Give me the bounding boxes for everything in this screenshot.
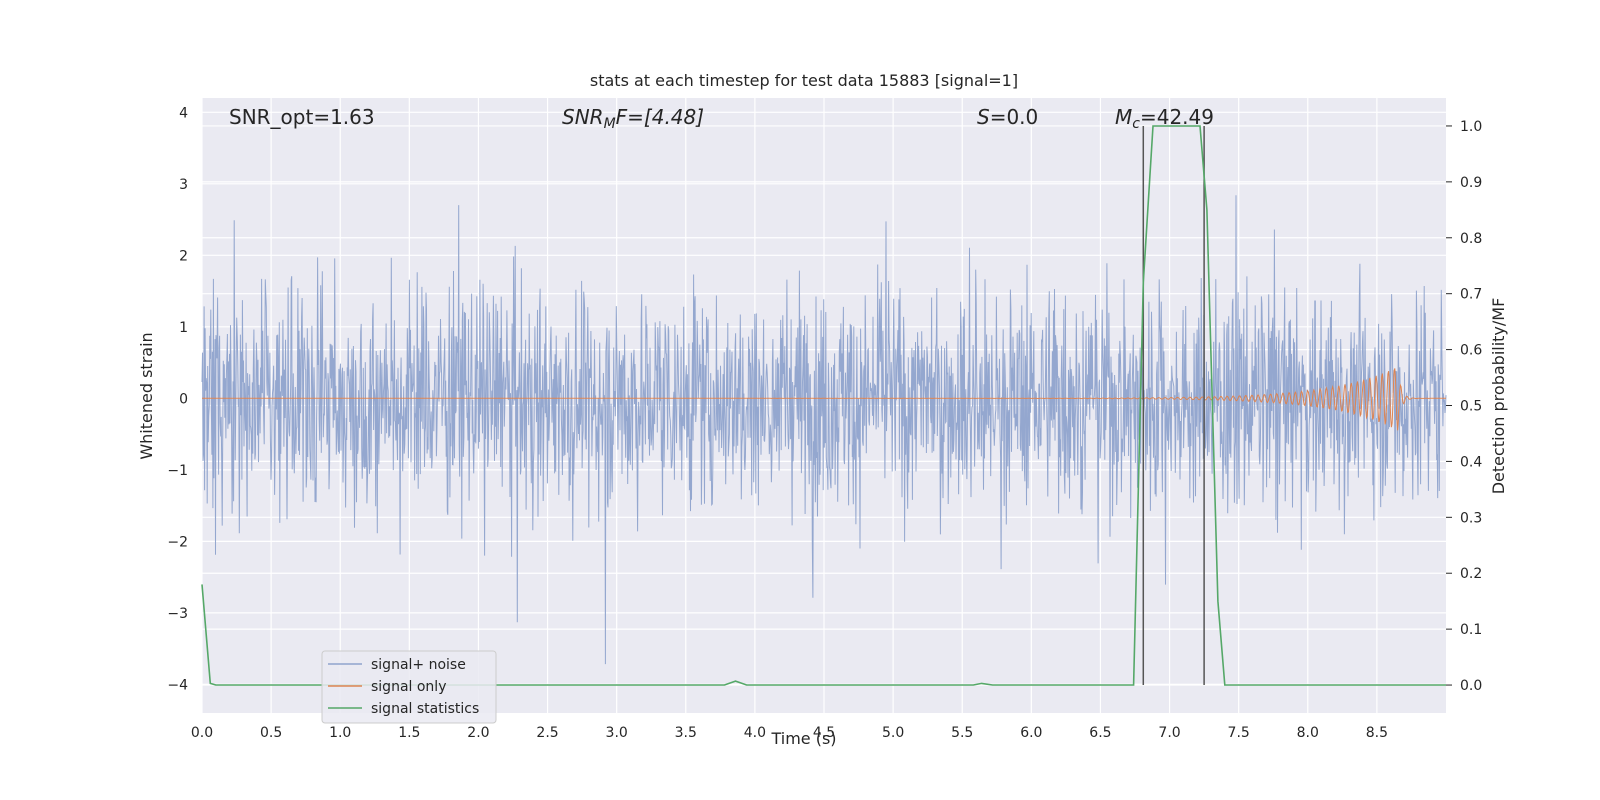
- x-tick-label: 6.0: [1020, 725, 1042, 741]
- y-right-tick-label: 0.6: [1460, 343, 1482, 359]
- x-tick-label: 0.0: [191, 725, 213, 741]
- x-tick-label: 1.5: [398, 725, 420, 741]
- legend-box: [321, 650, 497, 724]
- annotation-mc-main: M: [1115, 105, 1132, 129]
- x-axis-ticks: 0.0 0.5 1.0 1.5 2.0 2.5 3.0 3.5 4.0 4.5 5.0 5.5 6.0 6…: [191, 725, 1388, 741]
- y-right-tick-label: 1.0: [1460, 119, 1482, 135]
- annotation-s: S=0.0: [977, 105, 1038, 129]
- annotation-snr-mf-sub: M: [604, 116, 616, 132]
- annotation-mc-sub: c: [1132, 116, 1140, 132]
- y-right-tick-label: 0.8: [1460, 231, 1482, 247]
- y-right-tick-label: 0.1: [1460, 622, 1482, 638]
- y-right-axis-ticks: 0.0 0.1 0.2 0.3 0.4 0.5 0.6 0.7 0.8 0.9 1.0: [1446, 119, 1482, 694]
- annotation-s-rest: =0.0: [990, 105, 1039, 129]
- signal-noise-series: [201, 195, 1447, 665]
- detection-vlines: [1142, 125, 1205, 686]
- y-left-tick-label: −1: [167, 463, 188, 479]
- x-tick-label: 7.5: [1228, 725, 1250, 741]
- legend-label-signal: signal only: [371, 679, 446, 695]
- annotation-snr-mf-rest: F=[4.48]: [616, 105, 704, 129]
- annotation-s-main: S: [977, 105, 990, 129]
- x-tick-label: 2.0: [467, 725, 489, 741]
- y-left-tick-label: 2: [179, 248, 188, 264]
- chart-title: stats at each timestep for test data 158…: [590, 71, 1018, 90]
- y-right-tick-label: 0.9: [1460, 175, 1482, 191]
- y-left-axis-ticks: −4 −3 −2 −1 0 1 2 3 4: [167, 105, 188, 693]
- y-right-tick-label: 0.0: [1460, 678, 1482, 694]
- x-tick-label: 5.5: [951, 725, 973, 741]
- x-tick-label: 3.5: [675, 725, 697, 741]
- annotation-snr-mf-main: SNR: [562, 105, 604, 129]
- x-tick-label: 8.5: [1366, 725, 1388, 741]
- annotation-mc-rest: =42.49: [1140, 105, 1214, 129]
- x-tick-label: 3.0: [606, 725, 628, 741]
- x-tick-label: 7.0: [1158, 725, 1180, 741]
- y-left-tick-label: 4: [179, 105, 188, 121]
- legend-label-noise: signal+ noise: [371, 657, 466, 673]
- y-right-tick-label: 0.2: [1460, 566, 1482, 582]
- legend: signal+ noise signal only signal statist…: [321, 650, 497, 724]
- annotation-snr-mf: SNRMF=[4.48]: [562, 105, 704, 132]
- x-axis-label: Time (s): [770, 729, 836, 748]
- y-right-tick-label: 0.4: [1460, 454, 1482, 470]
- y-left-tick-label: 3: [179, 177, 188, 193]
- y-left-tick-label: −4: [167, 677, 188, 693]
- x-tick-label: 5.0: [882, 725, 904, 741]
- signal-noise-line: [201, 195, 1447, 665]
- y-right-tick-label: 0.5: [1460, 399, 1482, 415]
- y-right-tick-label: 0.3: [1460, 510, 1482, 526]
- x-tick-label: 6.5: [1089, 725, 1111, 741]
- annotation-mc: Mc=42.49: [1115, 105, 1214, 132]
- legend-label-statistics: signal statistics: [371, 701, 479, 717]
- y-left-tick-label: 1: [179, 320, 188, 336]
- y-left-axis-label: Whitened strain: [137, 332, 156, 459]
- signal-only-series: [202, 368, 1446, 431]
- x-tick-label: 0.5: [260, 725, 282, 741]
- annotation-snr-opt: SNR_opt=1.63: [229, 105, 375, 129]
- x-tick-label: 1.0: [329, 725, 351, 741]
- y-right-tick-label: 0.7: [1460, 287, 1482, 303]
- x-tick-label: 2.5: [536, 725, 558, 741]
- y-left-tick-label: 0: [179, 391, 188, 407]
- x-tick-label: 8.0: [1297, 725, 1319, 741]
- y-left-tick-label: −3: [167, 606, 188, 622]
- x-tick-label: 4.0: [744, 725, 766, 741]
- y-right-axis-label: Detection probability/MF: [1489, 298, 1508, 495]
- y-left-tick-label: −2: [167, 534, 188, 550]
- x-tick-label: 4.5: [813, 725, 835, 741]
